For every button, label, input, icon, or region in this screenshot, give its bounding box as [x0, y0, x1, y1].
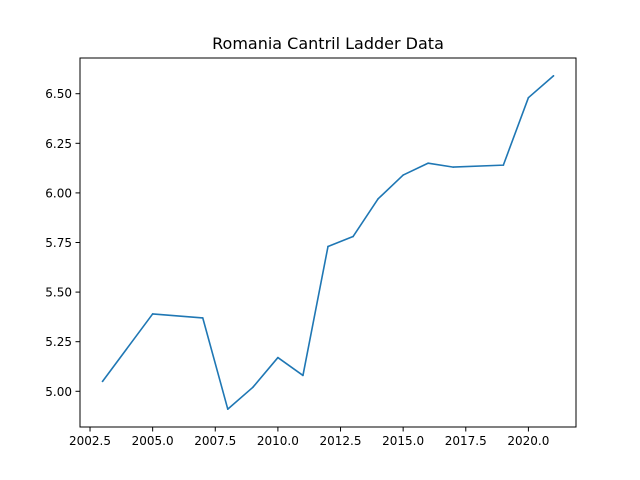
data-point — [502, 164, 505, 166]
data-point — [552, 75, 555, 77]
x-tick-label: 2002.5 — [69, 434, 111, 448]
x-tick-label: 2007.5 — [194, 434, 236, 448]
x-tick-label: 2012.5 — [320, 434, 362, 448]
x-tick-label: 2020.0 — [507, 434, 549, 448]
data-point — [252, 386, 254, 389]
data-point — [302, 374, 304, 377]
y-tick-label: 5.50 — [45, 286, 72, 300]
plot-area: 2002.5 2005.0 2007.5 2010.0 2012.5 2015.0 2017… — [45, 57, 577, 448]
y-axis: 5.00 5.25 5.50 5.75 6.00 6.25 6.50 — [45, 87, 80, 399]
data-point — [277, 356, 279, 359]
x-tick-label: 2010.0 — [257, 434, 299, 448]
x-tick-label: 2015.0 — [382, 434, 424, 448]
data-point — [402, 174, 404, 176]
data-point — [101, 380, 104, 383]
x-axis: 2002.5 2005.0 2007.5 2010.0 2012.5 2015.0 2017… — [69, 427, 549, 448]
data-point — [377, 198, 379, 200]
data-point — [151, 313, 154, 315]
data-point — [226, 408, 229, 410]
y-tick-label: 5.00 — [45, 385, 72, 399]
data-point — [352, 235, 354, 238]
x-tick-label: 2005.0 — [132, 434, 174, 448]
chart-title: Romania Cantril Ladder Data — [212, 34, 444, 53]
data-point — [527, 96, 530, 99]
axes-frame — [79, 57, 577, 428]
data-point — [452, 166, 455, 168]
y-tick-label: 6.25 — [45, 137, 72, 151]
data-point — [427, 162, 430, 164]
x-tick-label: 2017.5 — [445, 434, 487, 448]
series-layer — [101, 75, 555, 410]
data-point — [327, 245, 329, 248]
y-tick-label: 5.75 — [45, 236, 72, 250]
y-tick-label: 6.00 — [45, 186, 72, 200]
y-tick-label: 6.50 — [45, 87, 72, 101]
series-line — [101, 75, 555, 410]
data-point — [201, 317, 204, 319]
y-tick-label: 5.25 — [45, 335, 72, 349]
